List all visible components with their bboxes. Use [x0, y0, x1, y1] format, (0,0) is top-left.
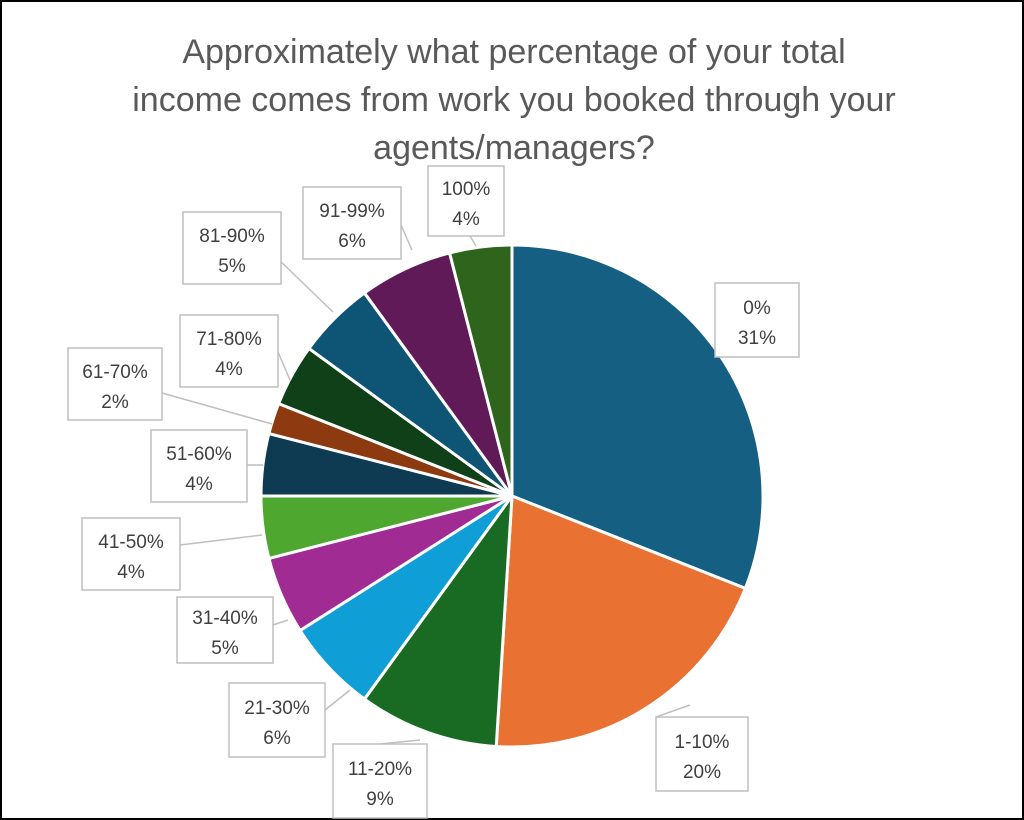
data-label-category: 21-30%: [244, 698, 310, 719]
pie-slice-11-20%: [362, 494, 514, 748]
data-label-box: [81, 517, 181, 591]
data-label-box: [302, 186, 402, 260]
data-label-value: 4%: [117, 562, 145, 583]
data-label-31-40%: 31-40% 5%: [176, 596, 274, 664]
data-label-value: 6%: [263, 728, 291, 749]
data-label-category: 91-99%: [319, 201, 385, 222]
leader-line-100%: [469, 235, 477, 247]
data-label-category: 11-20%: [348, 759, 412, 780]
leader-line-91-99%: [400, 224, 413, 251]
leader-line-81-90%: [274, 255, 334, 313]
data-label-box: [228, 682, 326, 758]
chart-title-line-2: income comes from work you booked throug…: [132, 81, 896, 119]
leader-line-31-40%: [272, 619, 289, 626]
data-label-0%: 0%31%: [714, 282, 800, 358]
data-labels: 0%31%1-10%20%11-20%9%21-30%6%31-40%5%41-…: [67, 165, 800, 819]
data-label-1-10%: 1-10% 20%: [655, 716, 749, 792]
data-label-value: 5%: [211, 638, 239, 659]
data-label-box: [427, 165, 505, 237]
data-label-value: 31%: [738, 328, 776, 349]
data-label-21-30%: 21-30% 6%: [228, 682, 326, 758]
data-label-box: [332, 743, 428, 819]
pie-slices: [259, 243, 765, 749]
data-label-41-50%: 41-50% 4%: [81, 517, 181, 591]
data-label-box: [150, 429, 248, 503]
data-label-value: 4%: [215, 359, 243, 380]
data-label-category: 100%: [442, 179, 491, 200]
leader-line-61-70%: [161, 392, 273, 425]
data-label-value: 9%: [366, 789, 394, 810]
data-label-box: [179, 314, 279, 388]
data-label-81-90%: 81-90% 5%: [182, 211, 282, 285]
data-label-91-99%: 91-99% 6%: [302, 186, 402, 260]
data-label-box: [714, 282, 800, 358]
leader-line-71-80%: [277, 351, 291, 381]
data-label-box: [67, 347, 163, 421]
data-label-category: 61-70%: [82, 362, 148, 383]
data-label-51-60%: 51-60% 4%: [150, 429, 248, 503]
data-label-category: 71-80%: [196, 329, 262, 350]
data-label-value: 4%: [185, 474, 213, 495]
data-label-value: 6%: [338, 231, 366, 252]
leader-line-21-30%: [324, 689, 351, 711]
chart-title-line-1: Approximately what percentage of your to…: [182, 33, 846, 71]
data-label-category: 0%: [743, 298, 771, 319]
data-label-value: 5%: [218, 256, 246, 277]
data-label-category: 51-60%: [166, 444, 232, 465]
leader-line-1-10%: [655, 704, 691, 718]
pie-slice-100%: [448, 243, 514, 498]
data-label-value: 4%: [452, 209, 480, 230]
chart-title: Approximately what percentage of your to…: [62, 28, 966, 172]
data-label-box: [176, 596, 274, 664]
data-label-11-20%: 11-20% 9%: [332, 743, 428, 819]
leader-lines: [161, 224, 691, 745]
data-label-100%: 100% 4%: [427, 165, 505, 237]
data-label-category: 41-50%: [98, 532, 164, 553]
data-label-value: 2%: [101, 392, 129, 413]
data-label-box: [182, 211, 282, 285]
chart-title-line-3: agents/managers?: [373, 129, 655, 167]
data-label-value: 20%: [683, 762, 721, 783]
data-label-box: [655, 716, 749, 792]
data-label-61-70%: 61-70% 2%: [67, 347, 163, 421]
leader-line-41-50%: [179, 534, 263, 546]
pie-slice-1-10%: [494, 494, 747, 749]
data-label-category: 81-90%: [199, 226, 265, 247]
data-label-71-80%: 71-80% 4%: [179, 314, 279, 388]
data-label-category: 31-40%: [192, 608, 258, 629]
data-label-category: 1-10%: [675, 732, 730, 753]
